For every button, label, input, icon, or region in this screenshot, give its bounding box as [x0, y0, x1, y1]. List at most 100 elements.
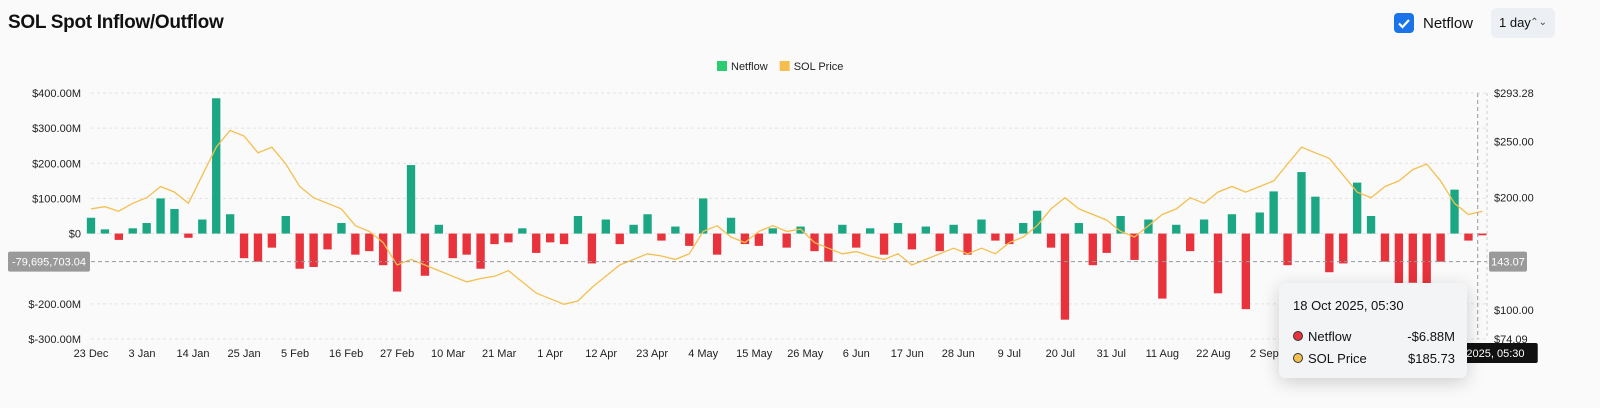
crosshair-y2-label: 143.07: [1491, 257, 1525, 269]
bar: [699, 198, 708, 234]
bar: [685, 233, 694, 246]
x-tick-label: 23 Apr: [636, 348, 668, 360]
bar: [879, 233, 889, 255]
bar: [490, 233, 499, 245]
bar: [1199, 219, 1209, 234]
bar: [184, 233, 193, 238]
bar: [782, 233, 791, 248]
bar: [86, 217, 96, 234]
bar: [1227, 214, 1237, 234]
bar: [1283, 233, 1292, 266]
bar: [907, 233, 917, 250]
bar: [448, 233, 457, 259]
bar: [406, 165, 416, 234]
tooltip-value: $185.73: [1408, 351, 1455, 366]
bar: [1144, 219, 1153, 234]
tooltip-name: SOL Price: [1308, 351, 1367, 366]
bar: [1102, 233, 1111, 253]
bar: [1130, 233, 1139, 260]
bar: [1088, 233, 1097, 266]
bar: [615, 233, 624, 245]
bar: [365, 233, 374, 252]
bar: [225, 214, 235, 234]
legend-label: SOL Price: [794, 61, 844, 73]
y-tick-label: $-200.00M: [28, 299, 81, 311]
y-tick-label: $100.00M: [32, 193, 81, 205]
y-tick-label: $-300.00M: [28, 334, 81, 346]
bar: [1116, 216, 1125, 234]
bar: [434, 224, 444, 234]
bar: [462, 233, 471, 255]
interval-select[interactable]: 1 day ⌃⌄: [1491, 8, 1555, 38]
bar: [949, 224, 958, 234]
x-tick-label: 4 May: [688, 348, 718, 360]
y2-tick-label: $293.28: [1494, 88, 1534, 100]
bar: [991, 233, 1000, 241]
x-tick-label: 26 May: [787, 348, 824, 360]
crosshair-y2-box: [1489, 251, 1527, 272]
bar: [1408, 233, 1417, 283]
tooltip-title: 18 Oct 2025, 05:30: [1293, 298, 1404, 313]
bar: [476, 233, 485, 269]
bar: [601, 219, 610, 234]
netflow-checkbox[interactable]: [1394, 13, 1414, 33]
bar: [963, 233, 972, 255]
x-tick-label: 2 Sep: [1250, 348, 1279, 360]
x-tick-label: 23 Dec: [74, 348, 109, 360]
x-tick-label: 22 Aug: [1196, 348, 1230, 360]
bar: [1436, 233, 1445, 262]
tooltip-dot: [1293, 353, 1303, 363]
crosshair-y-box: [8, 251, 90, 272]
x-tick-label: 5 Feb: [281, 348, 309, 360]
tooltip-value: -$6.88M: [1407, 329, 1455, 344]
bar: [1005, 233, 1014, 245]
bar: [1352, 182, 1362, 234]
x-tick-label: 14 Jan: [177, 348, 210, 360]
bar: [1255, 212, 1264, 234]
bar: [1422, 233, 1431, 290]
bar: [281, 216, 290, 234]
bar: [657, 233, 666, 241]
bar: [1074, 223, 1084, 234]
checkbox-label[interactable]: Netflow: [1423, 15, 1474, 32]
bar: [1032, 210, 1042, 234]
bar: [1478, 233, 1487, 236]
bar: [337, 223, 346, 234]
bar: [532, 233, 541, 253]
bar: [671, 226, 680, 234]
x-tick-label: 12 Apr: [585, 348, 617, 360]
bar: [921, 226, 930, 234]
x-tick-label: 15 May: [736, 348, 773, 360]
x-tick-label: 11 Aug: [1146, 348, 1179, 360]
bar: [587, 233, 597, 264]
bar: [545, 233, 555, 243]
bar: [1158, 233, 1167, 299]
bar: [1269, 191, 1278, 234]
bar: [379, 233, 388, 266]
bar: [796, 226, 805, 234]
y2-tick-label: $200.00: [1494, 193, 1534, 205]
interval-value: 1 day: [1499, 15, 1531, 30]
x-tick-label: 10 Mar: [431, 348, 466, 360]
bar: [1325, 233, 1334, 273]
bar: [142, 223, 151, 234]
bar: [392, 233, 402, 292]
y-tick-label: $0: [69, 229, 81, 241]
bar: [504, 233, 513, 243]
bar: [1046, 233, 1056, 248]
bar: [198, 219, 207, 234]
y2-tick-label: $100.00: [1494, 305, 1534, 317]
legend-label: Netflow: [731, 61, 768, 73]
tooltip-row: Netflow -$6.88M: [1293, 329, 1455, 344]
bar: [893, 223, 903, 234]
legend-swatch: [779, 61, 790, 71]
bar: [1450, 189, 1459, 234]
bar: [629, 224, 638, 234]
y-tick-label: $200.00M: [32, 158, 81, 170]
bar: [768, 228, 777, 234]
bar: [740, 233, 750, 245]
bar: [1213, 233, 1223, 294]
bar: [351, 233, 360, 255]
bar: [977, 219, 986, 234]
tooltip: 18 Oct 2025, 05:30 Netflow -$6.88M SOL Pr…: [1279, 283, 1467, 378]
